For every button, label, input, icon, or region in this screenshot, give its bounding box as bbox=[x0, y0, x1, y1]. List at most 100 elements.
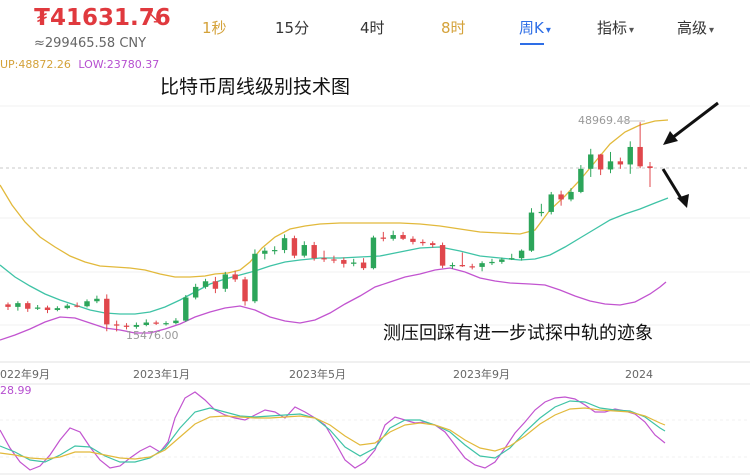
candle-body bbox=[192, 286, 199, 298]
candle-body bbox=[54, 308, 61, 311]
candlestick bbox=[44, 305, 51, 314]
candlestick bbox=[331, 255, 337, 264]
candlestick bbox=[291, 235, 298, 259]
candle-body bbox=[242, 279, 248, 302]
candle-body bbox=[202, 281, 209, 287]
candle-body bbox=[479, 263, 485, 267]
candlestick bbox=[350, 258, 357, 267]
candle-body bbox=[489, 261, 495, 264]
candlestick bbox=[449, 262, 456, 269]
candle-body bbox=[499, 259, 505, 262]
oscillator-readout: 28.99 bbox=[0, 384, 32, 397]
candle-body bbox=[360, 262, 367, 269]
candlestick bbox=[617, 157, 624, 169]
x-tick-label: 2022年9月 bbox=[0, 367, 50, 381]
tab-advanced[interactable]: 高级 ▾ bbox=[677, 17, 714, 38]
candle-body bbox=[370, 237, 377, 269]
candle-body bbox=[617, 161, 624, 165]
candlestick bbox=[647, 161, 653, 187]
candle-body bbox=[647, 166, 653, 168]
tab-15m[interactable]: 15分 bbox=[275, 19, 310, 37]
candlestick bbox=[430, 241, 436, 248]
bollinger-upper-value: UP:48872.26 bbox=[0, 58, 71, 71]
candle-body bbox=[637, 146, 643, 167]
candle-body bbox=[597, 154, 604, 170]
tab-weekly[interactable]: 周K ▾ bbox=[519, 17, 551, 38]
candle-body bbox=[301, 245, 308, 256]
candlestick bbox=[489, 258, 495, 266]
candle-body bbox=[420, 241, 426, 244]
candlestick bbox=[252, 249, 258, 304]
candlestick bbox=[123, 323, 130, 330]
down-arrow-upper bbox=[671, 101, 719, 140]
x-tick-label: 2023年5月 bbox=[289, 367, 346, 381]
candlestick bbox=[222, 271, 228, 292]
candle-body bbox=[350, 262, 357, 264]
candlestick bbox=[321, 250, 327, 262]
candlestick bbox=[163, 321, 169, 326]
candle-body bbox=[380, 237, 387, 239]
candlestick bbox=[588, 148, 594, 177]
tab-4h[interactable]: 4时 bbox=[360, 19, 385, 37]
x-axis-labels: 2022年9月 2023年1月 2023年5月 2023年9月 2024 bbox=[0, 367, 653, 381]
candlestick bbox=[54, 306, 61, 312]
tab-indicators[interactable]: 指标 ▾ bbox=[597, 17, 634, 38]
candle-body bbox=[341, 260, 347, 264]
bollinger-upper-band bbox=[0, 119, 669, 278]
candle-body bbox=[222, 274, 228, 289]
candlestick bbox=[637, 122, 643, 169]
candle-body bbox=[113, 324, 120, 326]
candle-body bbox=[64, 305, 70, 309]
candlestick bbox=[538, 203, 545, 217]
candle-body bbox=[281, 238, 288, 251]
bollinger-lower-value: LOW:23780.37 bbox=[78, 58, 160, 71]
candlestick bbox=[499, 257, 505, 264]
candlestick bbox=[25, 301, 31, 312]
candlestick bbox=[568, 188, 574, 202]
candlestick bbox=[390, 230, 396, 241]
candle-body bbox=[538, 211, 545, 214]
x-tick-label: 2023年1月 bbox=[133, 367, 190, 381]
candlestick bbox=[607, 151, 614, 174]
bollinger-middle-band bbox=[0, 197, 669, 315]
candlestick bbox=[64, 303, 70, 310]
candle-body bbox=[390, 235, 396, 239]
candlestick bbox=[548, 191, 554, 215]
candlestick bbox=[518, 249, 525, 261]
candle-body bbox=[133, 325, 140, 327]
tab-1s[interactable]: 1秒 bbox=[202, 19, 227, 37]
down-arrow-lower-head bbox=[677, 194, 689, 208]
candlestick bbox=[183, 295, 189, 322]
candle-body bbox=[449, 265, 456, 267]
chevron-down-icon: ▾ bbox=[709, 25, 715, 36]
high-price-label: 48969.48 bbox=[578, 114, 631, 127]
candle-body bbox=[143, 322, 149, 325]
tab-8h[interactable]: 8时 bbox=[441, 19, 466, 37]
cny-equivalent: ≈299465.58 CNY bbox=[34, 36, 147, 51]
down-arrow-upper-head bbox=[663, 131, 678, 145]
candlestick bbox=[360, 258, 367, 271]
candle-body bbox=[94, 298, 100, 302]
candlestick bbox=[212, 276, 219, 294]
candle-body bbox=[15, 303, 21, 307]
candle-body bbox=[271, 250, 278, 252]
candlestick bbox=[242, 276, 248, 306]
candlestick bbox=[439, 242, 446, 269]
bollinger-lower-band bbox=[0, 267, 667, 341]
candle-body bbox=[173, 320, 179, 324]
oscillator-d-line bbox=[0, 407, 666, 460]
candle-body bbox=[212, 281, 219, 289]
oscillator-panel bbox=[0, 391, 666, 471]
candlestick bbox=[528, 208, 535, 252]
candle-body bbox=[439, 245, 446, 266]
candle-body bbox=[262, 250, 268, 254]
chevron-down-icon: ▾ bbox=[629, 25, 635, 36]
candle-body bbox=[291, 238, 298, 256]
candlestick bbox=[459, 252, 466, 267]
candlestick bbox=[400, 231, 406, 241]
candlestick bbox=[113, 320, 120, 332]
candlestick bbox=[370, 235, 377, 270]
candle-body bbox=[588, 154, 594, 169]
candlestick bbox=[173, 318, 179, 325]
